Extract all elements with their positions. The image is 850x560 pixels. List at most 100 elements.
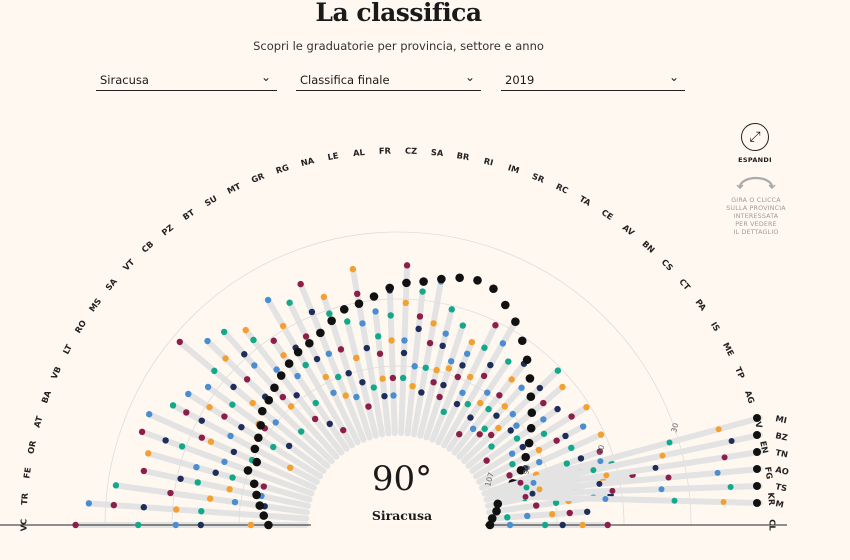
- data-dot-orange[interactable]: [173, 506, 180, 513]
- data-dot-orange[interactable]: [433, 366, 440, 374]
- category-label[interactable]: VT: [121, 257, 137, 273]
- top-data-dot[interactable]: [536, 486, 543, 493]
- top-data-dot[interactable]: [596, 480, 603, 487]
- top-selected-dot[interactable]: [753, 431, 761, 439]
- top-track[interactable]: [487, 449, 763, 496]
- selected-dot[interactable]: [473, 275, 482, 285]
- data-dot-orange[interactable]: [388, 337, 395, 344]
- selected-dot[interactable]: [259, 511, 269, 520]
- data-dot-blue[interactable]: [524, 512, 531, 520]
- data-dot-purple[interactable]: [553, 437, 560, 444]
- data-dot-blue[interactable]: [353, 393, 360, 401]
- data-dot-navy[interactable]: [140, 504, 148, 511]
- selected-dot[interactable]: [264, 395, 274, 405]
- data-dot-green[interactable]: [541, 521, 549, 529]
- category-label[interactable]: CS: [660, 257, 676, 273]
- data-dot-orange[interactable]: [535, 446, 543, 454]
- data-dot-green[interactable]: [568, 444, 575, 452]
- data-dot-green[interactable]: [198, 508, 205, 515]
- selected-dot[interactable]: [284, 359, 294, 368]
- data-dot-navy[interactable]: [554, 405, 561, 413]
- data-dot-green[interactable]: [464, 400, 471, 408]
- selected-dot[interactable]: [455, 273, 464, 283]
- selected-dot[interactable]: [254, 433, 263, 443]
- data-dot-green[interactable]: [250, 336, 257, 344]
- data-dot-purple[interactable]: [596, 448, 603, 455]
- data-dot-purple[interactable]: [337, 346, 345, 353]
- data-dot-green[interactable]: [134, 521, 142, 529]
- selected-dot[interactable]: [249, 479, 259, 489]
- data-dot-navy[interactable]: [453, 400, 461, 408]
- data-dot-purple[interactable]: [483, 457, 490, 464]
- data-dot-green[interactable]: [509, 460, 516, 468]
- data-dot-blue[interactable]: [390, 392, 397, 399]
- category-label[interactable]: CT: [677, 277, 692, 293]
- data-dot-purple[interactable]: [138, 428, 146, 436]
- data-dot-purple[interactable]: [436, 393, 443, 401]
- top-data-dot[interactable]: [652, 464, 659, 471]
- year-select[interactable]: 2019 ⌄: [501, 70, 685, 91]
- data-dot-navy[interactable]: [418, 389, 425, 396]
- data-dot-blue[interactable]: [146, 411, 153, 418]
- province-select[interactable]: Siracusa ⌄: [96, 70, 277, 91]
- data-dot-purple[interactable]: [454, 373, 461, 381]
- data-dot-purple[interactable]: [540, 399, 547, 407]
- selected-dot[interactable]: [250, 444, 260, 454]
- category-label[interactable]: AV: [621, 222, 637, 238]
- selected-dot[interactable]: [493, 499, 503, 509]
- data-dot-navy[interactable]: [212, 469, 219, 476]
- data-dot-blue[interactable]: [294, 372, 301, 380]
- data-dot-green[interactable]: [194, 479, 201, 486]
- selected-dot[interactable]: [527, 408, 537, 418]
- selected-dot[interactable]: [369, 292, 379, 301]
- province-track[interactable]: [140, 467, 312, 509]
- data-dot-green[interactable]: [513, 435, 521, 442]
- data-dot-green[interactable]: [505, 358, 512, 365]
- data-dot-purple[interactable]: [389, 374, 397, 382]
- selected-dot[interactable]: [485, 520, 495, 530]
- top-province-label[interactable]: AO: [775, 464, 790, 477]
- data-dot-blue[interactable]: [172, 521, 179, 529]
- data-dot-navy[interactable]: [162, 437, 169, 444]
- data-dot-orange[interactable]: [322, 373, 330, 381]
- data-dot-navy[interactable]: [308, 308, 316, 316]
- top-data-dot[interactable]: [715, 426, 722, 433]
- data-dot-navy[interactable]: [487, 361, 494, 369]
- data-dot-orange[interactable]: [247, 521, 255, 529]
- data-dot-orange[interactable]: [226, 486, 233, 493]
- data-dot-navy[interactable]: [326, 420, 333, 428]
- data-dot-purple[interactable]: [476, 431, 483, 438]
- selected-dot[interactable]: [339, 305, 349, 314]
- data-dot-navy[interactable]: [285, 442, 293, 450]
- data-dot-blue[interactable]: [273, 366, 280, 373]
- data-dot-navy[interactable]: [519, 443, 526, 451]
- top-data-dot[interactable]: [671, 497, 678, 504]
- data-dot-green[interactable]: [178, 443, 186, 450]
- category-label[interactable]: SA: [430, 147, 444, 158]
- selected-dot[interactable]: [243, 466, 253, 475]
- category-label[interactable]: RC: [554, 181, 570, 195]
- selected-dot[interactable]: [437, 274, 446, 284]
- category-label[interactable]: MT: [225, 181, 242, 196]
- top-data-dot[interactable]: [609, 487, 616, 494]
- data-dot-green[interactable]: [448, 306, 455, 313]
- category-label[interactable]: RO: [73, 318, 89, 335]
- data-dot-green[interactable]: [112, 482, 120, 489]
- data-dot-orange[interactable]: [583, 404, 590, 411]
- data-dot-purple[interactable]: [403, 262, 411, 269]
- top-data-dot[interactable]: [517, 479, 524, 486]
- data-dot-orange[interactable]: [280, 352, 287, 359]
- data-dot-purple[interactable]: [260, 483, 268, 490]
- data-dot-green[interactable]: [169, 402, 177, 409]
- data-dot-green[interactable]: [344, 318, 351, 325]
- top-data-dot[interactable]: [720, 499, 727, 506]
- province-track[interactable]: [242, 327, 345, 456]
- data-dot-orange[interactable]: [249, 399, 256, 407]
- data-dot-blue[interactable]: [193, 463, 200, 471]
- top-data-dot[interactable]: [522, 493, 529, 500]
- category-label[interactable]: BR: [456, 150, 471, 162]
- selected-dot[interactable]: [264, 520, 273, 530]
- data-dot-purple[interactable]: [243, 376, 251, 383]
- data-dot-orange[interactable]: [287, 403, 295, 410]
- data-dot-navy[interactable]: [562, 432, 569, 440]
